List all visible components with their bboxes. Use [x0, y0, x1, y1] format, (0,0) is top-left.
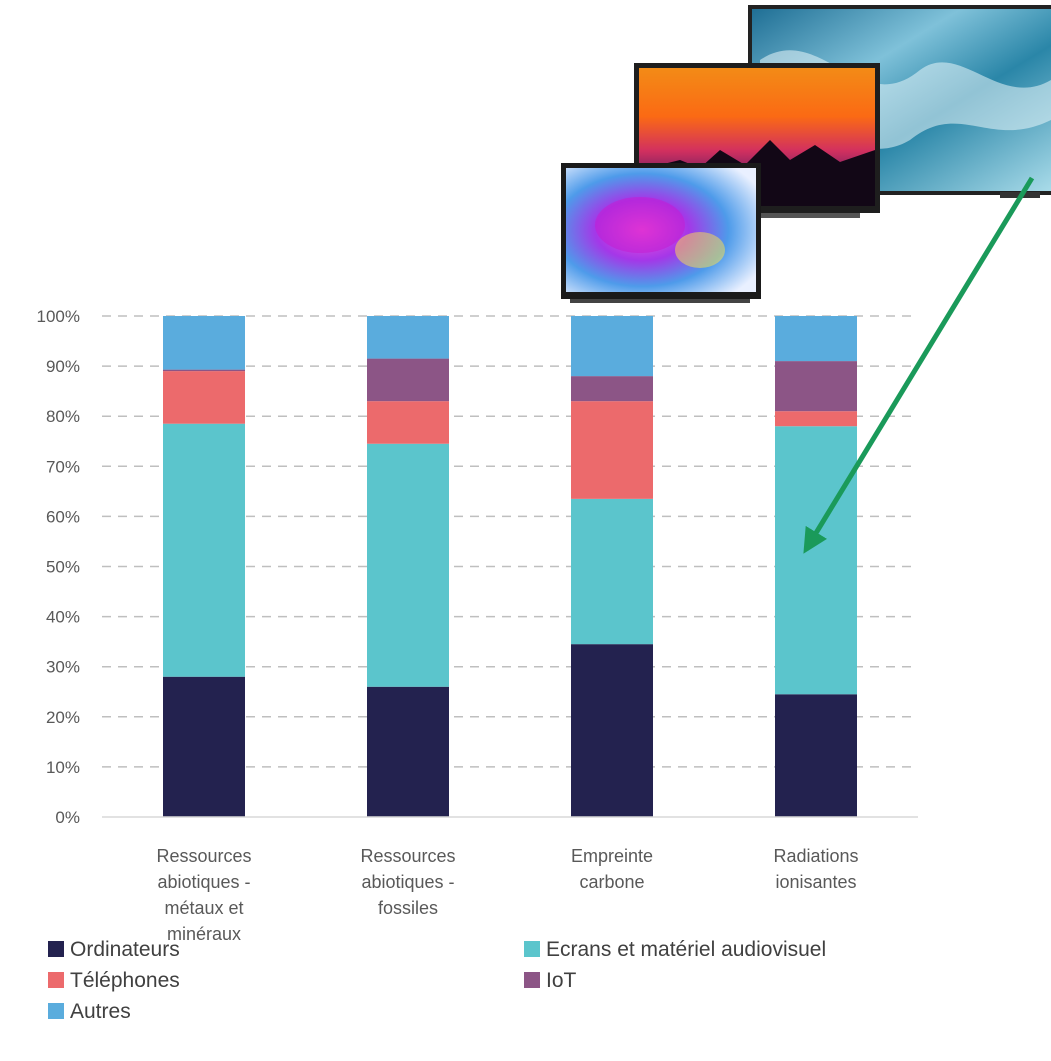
y-tick-label: 10% [46, 758, 80, 777]
y-tick-label: 70% [46, 457, 80, 476]
y-tick-label: 60% [46, 507, 80, 526]
bar-segment [163, 676, 245, 817]
bar-segment [571, 644, 653, 817]
legend-label: Ecrans et matériel audiovisuel [546, 938, 826, 961]
bar-segment [367, 686, 449, 817]
legend-label: Autres [70, 1000, 131, 1023]
bar-segment [367, 443, 449, 687]
x-category-label: Empreinte carbone [571, 846, 653, 892]
legend-label: Téléphones [70, 969, 180, 992]
x-category-label: Radiations ionisantes [773, 846, 858, 892]
legend-item: Ordinateurs [48, 938, 180, 961]
legend-label: Ordinateurs [70, 938, 180, 961]
bar-segment [163, 371, 245, 424]
legend-item: Autres [48, 1000, 131, 1023]
bar-segment [775, 694, 857, 817]
bar-segment [775, 426, 857, 695]
legend-swatch [48, 941, 64, 957]
legend-swatch [48, 1003, 64, 1019]
x-category-label-line: carbone [579, 872, 644, 892]
y-tick-label: 40% [46, 608, 80, 627]
x-category-label: Ressources abiotiques - fossiles [360, 846, 455, 918]
bar-segment [775, 361, 857, 412]
bar-segment [367, 401, 449, 444]
legend-swatch [524, 941, 540, 957]
bar-segment [571, 401, 653, 499]
bar-segment [163, 316, 245, 370]
bar-segment [163, 369, 245, 372]
y-tick-label: 20% [46, 708, 80, 727]
y-tick-label: 50% [46, 558, 80, 577]
bar-segment [775, 316, 857, 362]
y-tick-label: 90% [46, 357, 80, 376]
legend-swatch [524, 972, 540, 988]
bar-segment [367, 358, 449, 402]
bar-segment [571, 376, 653, 402]
y-tick-label: 0% [55, 808, 80, 827]
y-tick-label: 30% [46, 658, 80, 677]
bar-stack [571, 316, 653, 817]
x-category-label-line: Radiations [773, 846, 858, 866]
legend-label: IoT [546, 969, 577, 992]
bar-stack [163, 316, 245, 817]
y-tick-label: 80% [46, 407, 80, 426]
x-category-label-line: minéraux [167, 924, 241, 944]
x-category-label-line: Ressources [360, 846, 455, 866]
bar-stack [367, 316, 449, 817]
tv-small [561, 163, 761, 303]
y-tick-label: 100% [37, 307, 80, 326]
bar-stack [775, 316, 857, 817]
legend: Ordinateurs Ecrans et matériel audiovisue… [48, 938, 826, 1023]
bar-segment [775, 411, 857, 427]
bars [163, 316, 857, 817]
x-category-label-line: abiotiques - [361, 872, 454, 892]
bar-segment [367, 316, 449, 359]
x-category-label-line: fossiles [378, 898, 438, 918]
bar-segment [163, 423, 245, 677]
x-category-label-line: ionisantes [775, 872, 856, 892]
legend-item: Ecrans et matériel audiovisuel [524, 938, 826, 961]
bar-segment [571, 316, 653, 377]
legend-swatch [48, 972, 64, 988]
television-screens-image [561, 5, 1051, 303]
x-axis-category-labels: Ressources abiotiques -métaux et minérauxR… [156, 846, 858, 944]
x-category-label-line: Ressources [156, 846, 251, 866]
legend-item: IoT [524, 969, 577, 992]
bar-segment [571, 498, 653, 645]
x-category-label-line: métaux et [164, 898, 243, 918]
x-category-label-line: Empreinte [571, 846, 653, 866]
x-category-label-line: abiotiques - [157, 872, 250, 892]
annotation-arrow [803, 176, 1035, 554]
tv-large [748, 5, 1051, 198]
legend-item: Téléphones [48, 969, 180, 992]
x-category-label: Ressources abiotiques - métaux et minéraux [156, 846, 251, 944]
y-axis-tick-labels: 0% 10% 20% 30% 40% 50% 60% 70% 80% 90% 100% [37, 307, 80, 827]
